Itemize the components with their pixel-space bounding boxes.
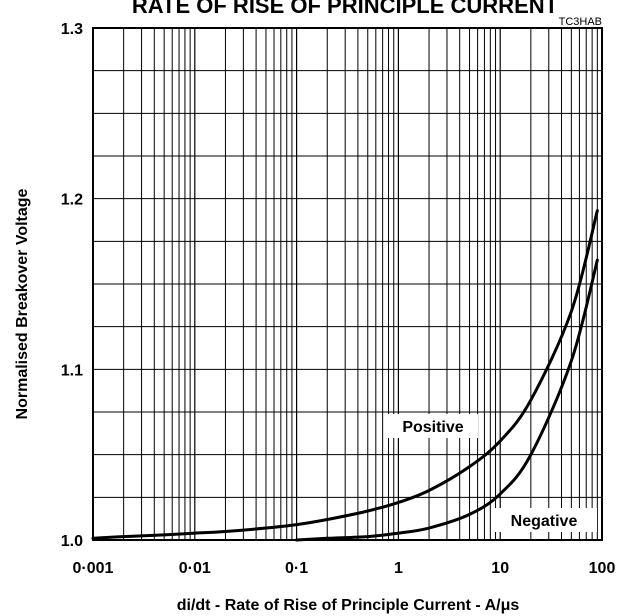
series-line-positive [91, 209, 599, 540]
x-tick-label: 10 [491, 560, 509, 577]
series-label-positive: Positive [402, 419, 463, 436]
x-tick-label: 100 [589, 560, 616, 577]
series-label-bg-positive [388, 414, 478, 438]
x-axis-label: di/dt - Rate of Rise of Principle Curren… [177, 597, 520, 614]
x-tick-label: 0·1 [285, 560, 308, 577]
x-tick-label: 1 [394, 560, 403, 577]
chart-title: RATE OF RISE OF PRINCIPLE CURRENT [132, 0, 559, 18]
plot-frame [92, 27, 603, 541]
x-tick-label: 0·001 [73, 560, 114, 577]
y-tick-label: 1.3 [61, 21, 83, 38]
y-tick-label: 1.2 [61, 192, 83, 209]
y-tick-label: 1.0 [61, 533, 83, 550]
y-axis-label: Normalised Breakover Voltage [14, 188, 31, 419]
x-tick-label: 0·01 [179, 560, 211, 577]
y-tick-label: 1.1 [61, 362, 83, 379]
series-label-negative: Negative [511, 513, 578, 530]
figure-code: TC3HAB [559, 16, 602, 28]
grid [93, 28, 602, 540]
tick-labels: 0·001 0·01 0·1 1 10 100 1.0 1.1 1.2 1.3 [61, 21, 616, 577]
series-line-negative [295, 258, 599, 542]
series-layer: Positive Negative [91, 209, 599, 542]
series-label-bg-negative [492, 508, 597, 532]
